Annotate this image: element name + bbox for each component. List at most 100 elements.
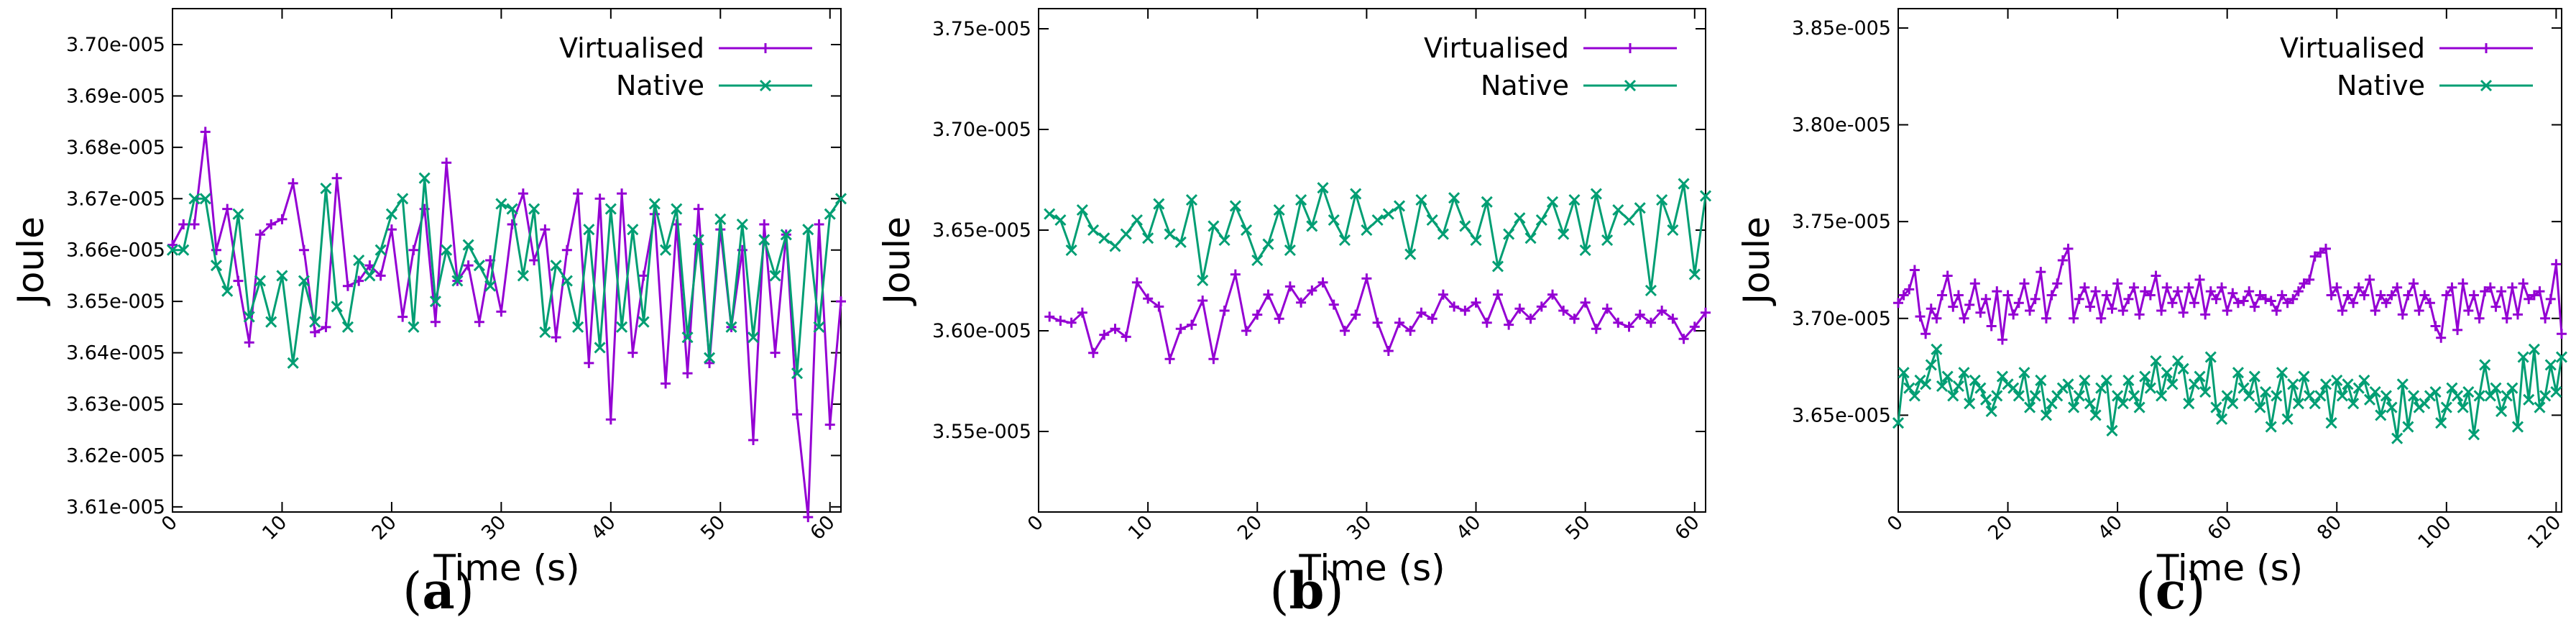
data-point-virtualised-a — [540, 224, 551, 235]
data-point-virtualised-c — [2052, 278, 2063, 289]
data-point-virtualised-c — [2380, 298, 2391, 308]
data-point-native-c — [2199, 386, 2212, 398]
data-point-virtualised-a — [836, 296, 846, 307]
data-point-native-b — [1667, 224, 1679, 237]
data-point-native-a — [188, 193, 201, 205]
data-point-native-c — [2139, 370, 2151, 383]
x-tick-label-a: 30 — [477, 511, 510, 544]
data-point-native-a — [824, 208, 836, 220]
data-point-virtualised-a — [661, 378, 671, 389]
data-point-native-c — [2369, 386, 2381, 398]
data-point-virtualised-c — [2496, 286, 2507, 297]
plot-frame-a — [172, 8, 842, 513]
data-point-virtualised-c — [2019, 278, 2030, 289]
data-point-native-c — [2309, 398, 2321, 410]
data-point-virtualised-a — [704, 357, 715, 368]
data-point-virtualised-c — [2534, 286, 2545, 297]
data-point-native-a — [232, 208, 244, 220]
chart-panel-a: 3.61e-005 3.62e-005 3.63e-005 3.64e-005 3.65… — [0, 0, 859, 640]
legend-label-virtualised-a: Virtualised — [559, 32, 704, 64]
data-point-native-b — [1197, 274, 1209, 287]
data-point-virtualised-c — [2057, 255, 2068, 265]
data-point-virtualised-c — [1975, 307, 1986, 318]
legend-marker-virtualised-b — [1625, 43, 1635, 53]
x-tick-label-c: 60 — [2203, 511, 2236, 544]
data-point-virtualised-c — [2205, 286, 2216, 297]
data-point-virtualised-c — [2200, 309, 2211, 320]
data-point-virtualised-a — [244, 337, 254, 348]
x-tick-label-b: 30 — [1343, 511, 1376, 544]
data-point-virtualised-b — [1460, 306, 1471, 316]
data-point-virtualised-b — [1624, 321, 1634, 332]
data-point-virtualised-b — [1296, 297, 1307, 308]
data-point-native-c — [1947, 390, 1959, 402]
y-tick-label-a: 3.62e-005 — [66, 444, 165, 467]
data-point-virtualised-c — [2441, 290, 2452, 301]
data-point-virtualised-c — [2468, 290, 2479, 301]
data-point-native-b — [1612, 204, 1624, 216]
data-point-virtualised-c — [2447, 282, 2457, 293]
data-point-virtualised-c — [2397, 309, 2408, 320]
data-point-native-a — [441, 244, 453, 256]
data-point-native-c — [2539, 390, 2552, 402]
data-point-virtualised-c — [1948, 301, 1959, 312]
data-point-virtualised-b — [1438, 289, 1448, 300]
data-point-native-c — [2391, 432, 2404, 444]
y-tick-label-a: 3.66e-005 — [66, 239, 165, 262]
data-point-native-c — [2221, 390, 2233, 402]
data-point-native-b — [1503, 228, 1515, 240]
data-point-virtualised-c — [2161, 282, 2172, 293]
data-point-virtualised-c — [2227, 288, 2238, 298]
data-point-virtualised-c — [2309, 251, 2320, 262]
data-point-virtualised-b — [1405, 326, 1416, 336]
data-point-native-c — [2375, 409, 2387, 421]
data-point-native-b — [1514, 212, 1526, 224]
y-tick-label-b: 3.70e-005 — [932, 119, 1031, 141]
data-point-native-a — [462, 239, 474, 251]
data-point-virtualised-b — [1668, 314, 1678, 324]
data-point-native-b — [1688, 268, 1701, 280]
data-point-virtualised-a — [792, 409, 803, 420]
data-point-native-c — [2506, 382, 2518, 394]
data-point-virtualised-c — [1904, 284, 1915, 295]
data-point-virtualised-c — [2238, 296, 2249, 306]
data-point-native-b — [1295, 193, 1307, 206]
data-point-native-c — [1985, 405, 1997, 418]
data-point-native-a — [166, 244, 179, 256]
data-point-native-c — [1974, 382, 1987, 394]
data-point-virtualised-b — [1701, 307, 1711, 318]
data-point-virtualised-c — [2370, 306, 2380, 316]
data-point-native-c — [2314, 390, 2327, 402]
data-point-native-c — [1952, 380, 1964, 393]
data-point-native-a — [331, 301, 343, 313]
data-point-native-c — [1996, 370, 2008, 383]
data-point-virtualised-c — [2117, 306, 2128, 316]
data-point-virtualised-a — [594, 193, 605, 204]
data-point-native-a — [287, 357, 299, 369]
data-point-virtualised-c — [1893, 298, 1903, 308]
data-point-native-a — [397, 193, 409, 205]
data-point-native-c — [2304, 390, 2316, 402]
data-point-virtualised-c — [2145, 290, 2156, 301]
data-point-native-b — [1328, 214, 1340, 227]
data-point-native-c — [2419, 398, 2431, 410]
data-point-virtualised-a — [310, 327, 321, 337]
data-point-native-c — [1920, 378, 1932, 390]
data-point-native-a — [627, 224, 639, 236]
data-point-native-c — [2534, 401, 2546, 413]
data-point-virtualised-c — [2189, 298, 2199, 308]
legend-marker-native-a — [759, 79, 772, 92]
data-point-virtualised-c — [2271, 306, 2282, 316]
data-point-virtualised-c — [1986, 321, 1997, 332]
data-point-virtualised-b — [1591, 324, 1601, 334]
data-point-virtualised-c — [2184, 282, 2194, 293]
data-point-native-c — [2555, 351, 2568, 363]
data-point-virtualised-c — [2217, 282, 2227, 293]
data-point-virtualised-a — [518, 188, 528, 199]
data-point-virtualised-c — [1964, 299, 1975, 310]
data-point-virtualised-b — [1504, 319, 1514, 330]
data-point-virtualised-c — [2276, 290, 2287, 301]
data-point-virtualised-c — [2156, 306, 2167, 316]
data-point-virtualised-c — [2419, 290, 2430, 301]
x-tick-label-c: 120 — [2524, 511, 2565, 553]
